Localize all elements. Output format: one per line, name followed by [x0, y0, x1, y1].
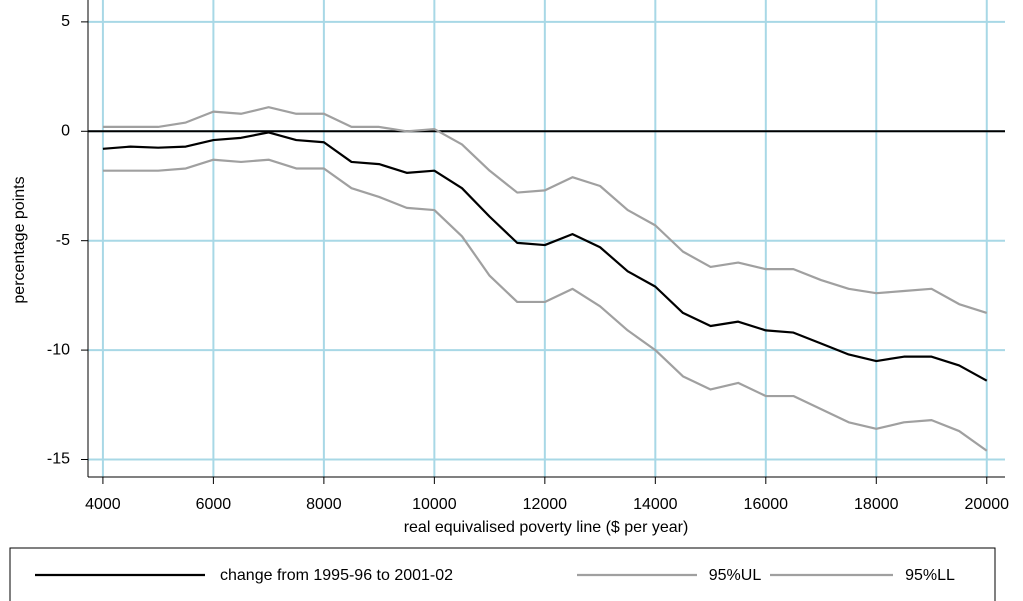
x-tick-label: 16000 [744, 496, 789, 513]
x-axis-label: real equivalised poverty line ($ per yea… [404, 519, 689, 536]
y-tick-label: -10 [47, 341, 70, 358]
y-tick-label: 5 [61, 13, 70, 30]
y-tick-label: -5 [56, 232, 70, 249]
y-tick-label: -15 [47, 451, 70, 468]
legend-label: 95%LL [905, 567, 955, 584]
y-tick-label: 0 [61, 123, 70, 140]
x-tick-label: 6000 [196, 496, 232, 513]
series-line [102, 158, 988, 452]
legend-label: 95%UL [709, 567, 762, 584]
x-tick-label: 8000 [306, 496, 342, 513]
y-axis-label: percentage points [11, 176, 28, 303]
x-tick-label: 4000 [85, 496, 121, 513]
x-tick-label: 12000 [523, 496, 568, 513]
x-tick-label: 10000 [412, 496, 457, 513]
x-tick-label: 14000 [633, 496, 678, 513]
series-line [102, 131, 988, 382]
x-tick-label: 18000 [854, 496, 899, 513]
x-tick-label: 20000 [965, 496, 1010, 513]
legend-label: change from 1995-96 to 2001-02 [220, 567, 453, 584]
legend-box [9, 547, 996, 601]
series-line [102, 106, 988, 314]
